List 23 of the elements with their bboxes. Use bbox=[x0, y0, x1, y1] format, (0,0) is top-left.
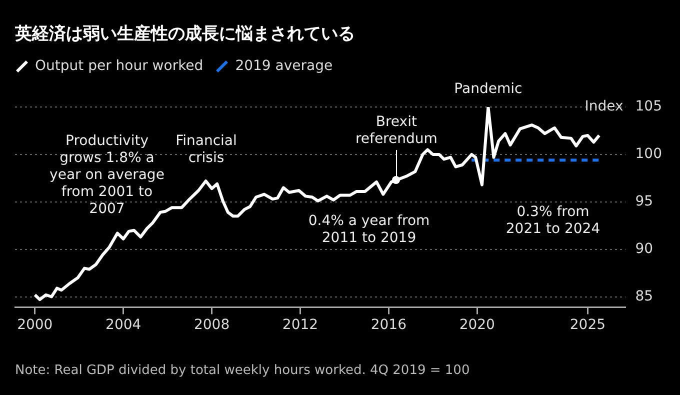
annotation: Pandemic bbox=[453, 81, 524, 98]
x-tick-label: 2025 bbox=[570, 317, 606, 334]
annotation: Productivity grows 1.8% a year on average from 2001 to 2007 bbox=[48, 133, 166, 218]
y-tick-label: 105 bbox=[635, 98, 662, 115]
x-tick-label: 2008 bbox=[194, 317, 230, 334]
annotation: 0.4% a year from 2011 to 2019 bbox=[307, 213, 431, 247]
y-tick-label: 85 bbox=[635, 288, 654, 304]
legend-label: 2019 average bbox=[235, 58, 333, 74]
annotation: Financial crisis bbox=[174, 133, 238, 167]
text: Note: Real GDP divided by total weekly hours worked. 4Q 2019 = 100 bbox=[15, 362, 470, 379]
y-tick-label: 100 bbox=[635, 146, 662, 162]
y-tick-label: 95 bbox=[635, 194, 654, 210]
x-tick-label: 2000 bbox=[17, 317, 53, 334]
y-axis-title: Index bbox=[584, 98, 624, 115]
chart-title: 英経済は弱い生産性の成長に悩まされている bbox=[15, 23, 355, 45]
x-tick-label: 2016 bbox=[370, 317, 407, 334]
annotation: Brexit referendum bbox=[354, 114, 438, 148]
y-tick-label: 90 bbox=[635, 240, 654, 257]
legend-label: Output per hour worked bbox=[35, 58, 204, 74]
x-tick-label: 2004 bbox=[106, 317, 142, 334]
annotation: 0.3% from 2021 to 2024 bbox=[504, 204, 602, 238]
x-tick-label: 2012 bbox=[282, 317, 318, 334]
x-tick-label: 2020 bbox=[459, 317, 495, 334]
